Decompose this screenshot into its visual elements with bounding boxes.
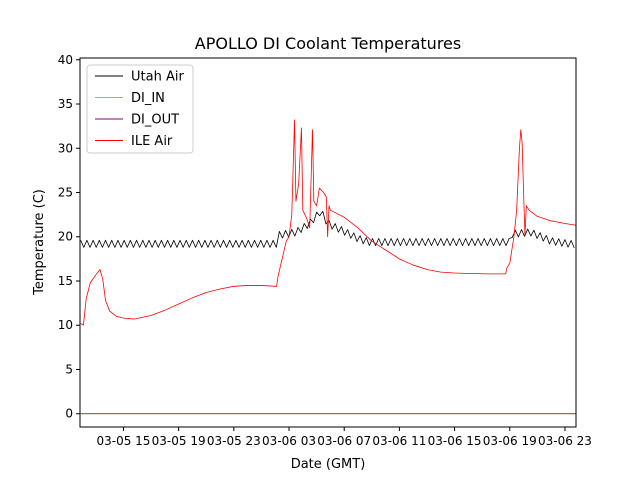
y-axis: 0 5 10 15 20 25 30 35 40 — [58, 53, 80, 421]
y-tick-label: 30 — [58, 141, 73, 155]
series-layer — [80, 119, 577, 415]
x-tick-label: 03-06 11 — [372, 434, 426, 448]
x-tick-label: 03-06 19 — [483, 434, 537, 448]
y-tick-label: 5 — [65, 362, 73, 376]
legend-label-di-in: DI_IN — [131, 91, 165, 106]
y-tick-label: 0 — [65, 407, 73, 421]
legend: Utah Air DI_IN DI_OUT ILE Air — [86, 64, 194, 154]
x-axis-title: Date (GMT) — [291, 457, 366, 472]
y-tick-label: 20 — [58, 230, 73, 244]
legend-label-ile-air: ILE Air — [131, 134, 173, 149]
y-tick-label: 35 — [58, 97, 73, 111]
y-tick-label: 40 — [58, 53, 73, 67]
x-tick-label: 03-05 23 — [207, 434, 261, 448]
y-axis-title: Temperature (C) — [32, 189, 47, 296]
legend-items: Utah Air DI_IN DI_OUT ILE Air — [95, 70, 184, 149]
y-tick-label: 15 — [58, 274, 73, 288]
plot-area-frame — [79, 57, 577, 428]
legend-label-di-out: DI_OUT — [131, 113, 179, 128]
chart-title: APOLLO DI Coolant Temperatures — [195, 34, 461, 53]
series-line-ile-air — [80, 119, 577, 326]
y-tick-label: 25 — [58, 186, 73, 200]
legend-box — [86, 64, 194, 154]
x-tick-label: 03-05 19 — [152, 434, 206, 448]
x-tick-label: 03-06 15 — [428, 434, 482, 448]
x-tick-label: 03-06 03 — [262, 434, 316, 448]
x-tick-label: 03-06 07 — [317, 434, 371, 448]
x-tick-label: 03-05 15 — [96, 434, 150, 448]
x-tick-label: 03-06 23 — [538, 434, 592, 448]
x-axis: 03-05 15 03-05 19 03-05 23 03-06 03 03-06 07… — [96, 427, 592, 448]
legend-label-utah-air: Utah Air — [131, 70, 184, 85]
y-tick-label: 10 — [58, 318, 73, 332]
